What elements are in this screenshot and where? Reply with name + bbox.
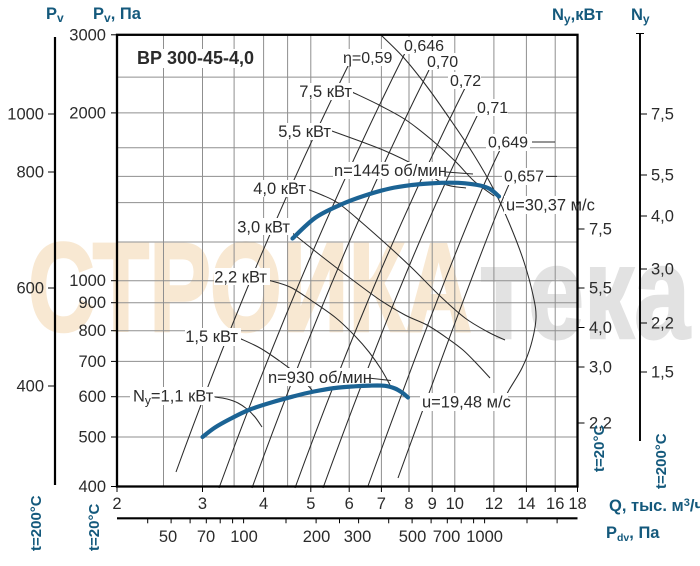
svg-text:t=200°C: t=200°C (653, 433, 670, 489)
svg-text:14: 14 (517, 495, 535, 513)
svg-text:n=930 об/мин: n=930 об/мин (268, 369, 372, 387)
svg-text:500: 500 (399, 528, 427, 546)
svg-text:3: 3 (198, 495, 207, 513)
svg-text:тека: тека (479, 219, 691, 366)
svg-text:200: 200 (303, 528, 331, 546)
svg-text:800: 800 (78, 322, 106, 340)
svg-text:7,5: 7,5 (651, 106, 674, 124)
svg-text:СТРОИКА: СТРОИКА (28, 217, 472, 358)
svg-text:2000: 2000 (69, 104, 106, 122)
svg-text:0,72: 0,72 (450, 73, 481, 90)
svg-text:t=20°C: t=20°C (591, 425, 608, 472)
svg-text:700: 700 (78, 353, 106, 371)
svg-text:700: 700 (433, 528, 461, 546)
svg-text:300: 300 (344, 528, 372, 546)
svg-text:900: 900 (78, 294, 106, 312)
svg-text:4,0: 4,0 (651, 208, 674, 226)
svg-text:1000: 1000 (466, 528, 503, 546)
svg-text:5: 5 (306, 495, 315, 513)
svg-text:η=0,59: η=0,59 (343, 50, 392, 67)
svg-text:7,5: 7,5 (589, 221, 612, 239)
svg-text:4,0: 4,0 (589, 319, 612, 337)
svg-text:7,5 кВт: 7,5 кВт (299, 83, 352, 101)
svg-text:Pv, Па: Pv, Па (93, 5, 142, 25)
svg-text:3,0: 3,0 (651, 261, 674, 279)
svg-text:t=20°C: t=20°C (86, 504, 103, 551)
svg-text:Ny=1,1 кВт: Ny=1,1 кВт (133, 388, 214, 408)
svg-text:600: 600 (78, 388, 106, 406)
svg-text:70: 70 (197, 528, 215, 546)
svg-text:0,657: 0,657 (504, 169, 544, 186)
svg-text:800: 800 (16, 164, 44, 182)
svg-text:n=1445 об/мин: n=1445 об/мин (334, 162, 447, 180)
svg-text:u=30,37 м/с: u=30,37 м/с (506, 197, 595, 215)
svg-text:7: 7 (377, 495, 386, 513)
svg-text:600: 600 (16, 280, 44, 298)
svg-text:t=200°C: t=200°C (28, 495, 45, 551)
svg-text:1,5 кВт: 1,5 кВт (185, 328, 238, 346)
svg-text:50: 50 (159, 528, 177, 546)
svg-text:5,5: 5,5 (651, 167, 674, 185)
svg-text:0,71: 0,71 (477, 100, 508, 117)
svg-text:400: 400 (16, 378, 44, 396)
svg-text:10: 10 (446, 495, 464, 513)
svg-text:3,0: 3,0 (589, 359, 612, 377)
svg-text:Q, тыс. м3/ч: Q, тыс. м3/ч (609, 497, 700, 515)
svg-text:4: 4 (259, 495, 268, 513)
svg-text:2,2: 2,2 (589, 415, 612, 433)
svg-text:2,2 кВт: 2,2 кВт (214, 269, 267, 287)
svg-text:18: 18 (568, 495, 586, 513)
svg-text:5,5: 5,5 (589, 280, 612, 298)
svg-text:3,0 кВт: 3,0 кВт (237, 219, 290, 237)
svg-text:ВР 300-45-4,0: ВР 300-45-4,0 (137, 48, 254, 68)
svg-text:8: 8 (404, 495, 413, 513)
svg-text:500: 500 (78, 429, 106, 447)
svg-text:6: 6 (345, 495, 354, 513)
svg-text:Pdv, Па: Pdv, Па (606, 524, 660, 544)
svg-text:1000: 1000 (69, 272, 106, 290)
svg-text:400: 400 (78, 478, 106, 496)
svg-text:0,646: 0,646 (404, 38, 444, 55)
svg-text:5,5 кВт: 5,5 кВт (278, 123, 331, 141)
svg-text:0,70: 0,70 (427, 54, 458, 71)
svg-text:2,2: 2,2 (651, 315, 674, 333)
svg-text:1000: 1000 (7, 106, 44, 124)
svg-text:4,0 кВт: 4,0 кВт (253, 180, 306, 198)
svg-text:Ny,кВт: Ny,кВт (552, 6, 603, 26)
svg-text:12: 12 (485, 495, 503, 513)
svg-text:0,649: 0,649 (488, 135, 528, 152)
svg-text:u=19,48 м/с: u=19,48 м/с (422, 394, 511, 412)
svg-text:3000: 3000 (69, 26, 106, 44)
svg-text:2: 2 (112, 495, 121, 513)
svg-text:100: 100 (230, 528, 258, 546)
svg-text:1,5: 1,5 (651, 364, 674, 382)
svg-text:16: 16 (546, 495, 564, 513)
svg-text:9: 9 (428, 495, 437, 513)
